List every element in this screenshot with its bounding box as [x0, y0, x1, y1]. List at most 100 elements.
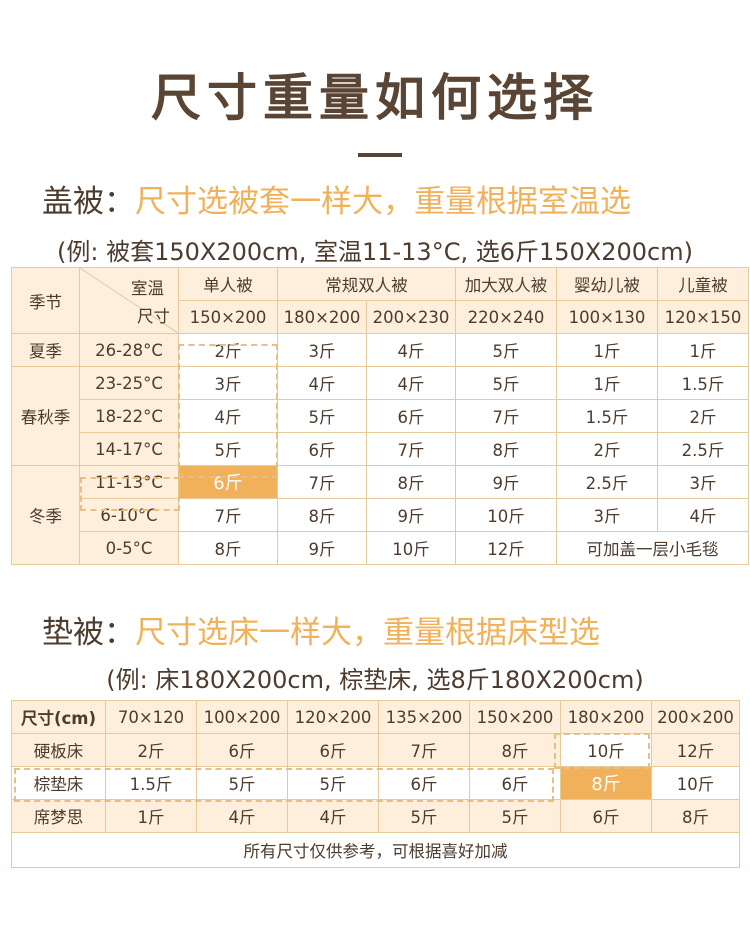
- size-cell: 200×230: [366, 300, 456, 334]
- weight-cell: 6斤: [560, 799, 652, 833]
- weight-cell: 2.5斤: [556, 465, 658, 499]
- temp-cell: 0-5°C: [79, 531, 179, 565]
- table-row: 夏季 26-28°C 2斤 3斤 4斤 5斤 1斤 1斤: [11, 333, 749, 367]
- weight-cell: 5斤: [455, 333, 557, 367]
- weight-cell: 2斤: [105, 733, 197, 767]
- highlighted-weight-cell: 8斤: [560, 766, 652, 800]
- table-row: 席梦思 1斤 4斤 4斤 5斤 5斤 6斤 8斤: [11, 799, 740, 833]
- mattress-weight-table: 尺寸(cm) 70×120 100×200 120×200 135×200 15…: [11, 700, 740, 868]
- size-label-cell: 尺寸(cm): [11, 700, 106, 734]
- type-header: 婴幼儿被: [556, 267, 658, 301]
- weight-cell: 8斤: [651, 799, 740, 833]
- weight-cell: 1斤: [556, 333, 658, 367]
- size-cell: 120×150: [657, 300, 749, 334]
- weight-cell: 8斤: [366, 465, 456, 499]
- season-cell: 春秋季: [11, 366, 80, 466]
- temp-header: 室温: [131, 279, 164, 298]
- weight-cell: 7斤: [455, 399, 557, 433]
- weight-cell: 8斤: [277, 498, 367, 532]
- type-header: 加大双人被: [455, 267, 557, 301]
- bed-type-cell: 硬板床: [11, 733, 106, 767]
- size-cell: 180×200: [277, 300, 367, 334]
- weight-cell: 5斤: [455, 366, 557, 400]
- size-cell: 180×200: [560, 700, 652, 734]
- temp-cell: 11-13°C: [79, 465, 179, 499]
- mattress-example: (例: 床180X200cm, 棕垫床, 选8斤180X200cm): [106, 666, 644, 694]
- temp-cell: 26-28°C: [79, 333, 179, 367]
- table-row: 春秋季 23-25°C 3斤 4斤 4斤 5斤 1斤 1.5斤: [11, 366, 749, 466]
- table-row: 冬季 11-13°C 6斤 7斤 8斤 9斤 2.5斤 3斤: [11, 465, 749, 565]
- weight-cell: 5斤: [178, 432, 278, 466]
- type-header: 常规双人被: [277, 267, 456, 301]
- weight-cell: 7斤: [178, 498, 278, 532]
- weight-cell: 2斤: [178, 333, 278, 367]
- weight-cell: 4斤: [178, 399, 278, 433]
- header-diagonal: [80, 268, 178, 333]
- weight-cell: 1斤: [556, 366, 658, 400]
- mattress-heading-lead: 垫被：: [42, 615, 135, 651]
- weight-cell: 5斤: [196, 766, 288, 800]
- temp-cell: 6-10°C: [79, 498, 179, 532]
- weight-cell: 10斤: [560, 733, 652, 767]
- weight-cell: 4斤: [366, 366, 456, 400]
- table-row: 6-10°C 7斤 8斤 9斤 10斤 3斤 4斤: [12, 498, 749, 532]
- weight-cell: 8斤: [455, 432, 557, 466]
- table-row: 硬板床 2斤 6斤 6斤 7斤 8斤 10斤 12斤: [11, 733, 740, 767]
- weight-cell: 2.5斤: [657, 432, 749, 466]
- quilt-heading-highlight: 尺寸选被套一样大，重量根据室温选: [135, 184, 631, 220]
- quilt-heading: 盖被：尺寸选被套一样大，重量根据室温选: [42, 176, 631, 221]
- weight-cell: 9斤: [366, 498, 456, 532]
- weight-cell: 1.5斤: [657, 366, 749, 400]
- size-cell: 70×120: [105, 700, 197, 734]
- weight-cell: 6斤: [277, 432, 367, 466]
- weight-cell: 10斤: [651, 766, 740, 800]
- weight-cell: 8斤: [178, 531, 278, 565]
- table-footnote: 所有尺寸仅供参考，可根据喜好加减: [11, 832, 740, 868]
- weight-cell: 1.5斤: [556, 399, 658, 433]
- weight-cell: 5斤: [378, 799, 470, 833]
- size-cell: 150×200: [469, 700, 561, 734]
- table-row: 0-5°C 8斤 9斤 10斤 12斤 可加盖一层小毛毯: [12, 531, 749, 565]
- weight-cell: 8斤: [469, 733, 561, 767]
- weight-cell: 6斤: [366, 399, 456, 433]
- weight-cell: 5斤: [277, 399, 367, 433]
- weight-cell: 1斤: [657, 333, 749, 367]
- temp-cell: 14-17°C: [79, 432, 179, 466]
- weight-cell: 4斤: [287, 799, 379, 833]
- quilt-heading-lead: 盖被：: [42, 184, 135, 220]
- weight-cell: 1.5斤: [105, 766, 197, 800]
- weight-cell: 6斤: [469, 766, 561, 800]
- weight-cell: 3斤: [178, 366, 278, 400]
- temp-cell: 23-25°C: [79, 366, 179, 400]
- table-row: 18-22°C 4斤 5斤 6斤 7斤 1.5斤 2斤: [12, 399, 749, 433]
- weight-cell: 4斤: [366, 333, 456, 367]
- table-row: 尺寸(cm) 70×120 100×200 120×200 135×200 15…: [11, 700, 740, 734]
- weight-cell: 7斤: [378, 733, 470, 767]
- weight-cell: 5斤: [287, 766, 379, 800]
- title-underline: [358, 153, 402, 157]
- weight-cell: 7斤: [366, 432, 456, 466]
- size-cell: 100×200: [196, 700, 288, 734]
- weight-cell: 2斤: [556, 432, 658, 466]
- bed-type-cell: 棕垫床: [11, 766, 106, 800]
- bed-type-cell: 席梦思: [11, 799, 106, 833]
- size-cell: 150×200: [178, 300, 278, 334]
- size-cell: 200×200: [651, 700, 740, 734]
- weight-cell: 3斤: [657, 465, 749, 499]
- mattress-heading: 垫被：尺寸选床一样大，重量根据床型选: [42, 607, 600, 652]
- weight-cell: 9斤: [455, 465, 557, 499]
- weight-cell: 6斤: [287, 733, 379, 767]
- size-cell: 220×240: [455, 300, 557, 334]
- weight-cell: 5斤: [469, 799, 561, 833]
- weight-cell: 4斤: [657, 498, 749, 532]
- weight-cell: 4斤: [277, 366, 367, 400]
- type-header: 儿童被: [657, 267, 749, 301]
- weight-cell: 4斤: [196, 799, 288, 833]
- type-header: 单人被: [178, 267, 278, 301]
- season-header: 季节: [11, 267, 80, 334]
- weight-cell: 12斤: [455, 531, 557, 565]
- size-header: 尺寸: [137, 307, 170, 326]
- weight-cell: 3斤: [556, 498, 658, 532]
- weight-cell: 2斤: [657, 399, 749, 433]
- blanket-note: 可加盖一层小毛毯: [556, 531, 749, 565]
